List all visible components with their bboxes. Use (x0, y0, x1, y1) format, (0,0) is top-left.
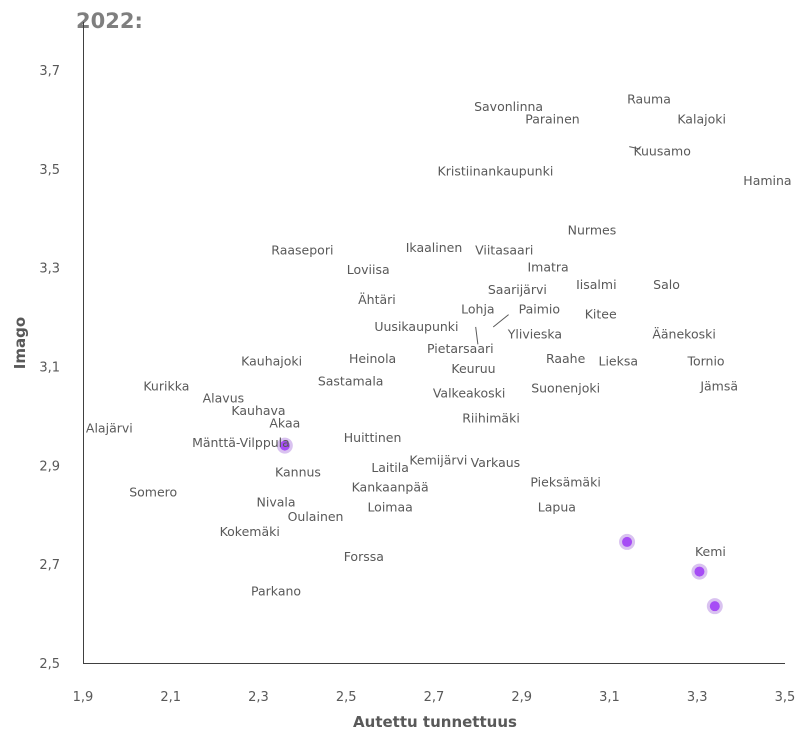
y-axis-title: Imago (11, 317, 29, 369)
point-label: Parkano (251, 583, 301, 598)
x-tick-label: 2,9 (511, 690, 532, 705)
x-tick-label: 3,5 (775, 690, 796, 705)
point-label: Riihimäki (462, 410, 520, 425)
x-tick-label: 2,5 (336, 690, 357, 705)
point-label: Ikaalinen (406, 240, 463, 255)
point-label: Paimio (519, 302, 560, 317)
point-label: Kemijärvi (409, 452, 467, 467)
point-label: Uusikaupunki (374, 319, 458, 334)
point-label: Viitasaari (475, 242, 533, 257)
x-tick-label: 2,1 (160, 690, 181, 705)
point-label: Keuruu (451, 361, 495, 376)
point-label: Lapua (538, 499, 576, 514)
y-tick-label: 2,9 (39, 459, 60, 474)
data-point (276, 437, 293, 454)
highlighted-points (276, 437, 723, 615)
point-label: Pieksämäki (530, 475, 600, 490)
data-point (691, 563, 708, 580)
point-label: Nivala (257, 494, 296, 509)
point-label: Kalajoki (677, 111, 726, 126)
point-label: Kauhajoki (241, 354, 302, 369)
point-label: Imatra (527, 260, 568, 275)
point-label: Jämsä (699, 378, 738, 393)
point-label: Alajärvi (86, 420, 133, 435)
point-label: Nurmes (568, 223, 617, 238)
leader-line (475, 326, 479, 345)
point-label: Lohja (461, 302, 494, 317)
point-label: Oulainen (288, 509, 344, 524)
point-label: Loviisa (347, 262, 390, 277)
point-label: Loimaa (367, 499, 412, 514)
point-label: Kristiinankaupunki (438, 163, 554, 178)
y-tick-label: 2,7 (39, 558, 60, 573)
point-label: Kitee (585, 307, 617, 322)
point-label: Valkeakoski (433, 386, 506, 401)
point-label: Ylivieska (507, 326, 562, 341)
chart-title: 2022: (76, 9, 143, 33)
point-label: Kankaanpää (352, 480, 429, 495)
point-label: Mänttä-Vilppula (192, 435, 290, 450)
x-tick-label: 3,3 (687, 690, 708, 705)
point-label: Alavus (203, 391, 245, 406)
point-label: Raahe (546, 351, 586, 366)
leader-line (492, 314, 509, 328)
x-tick-label: 1,9 (73, 690, 94, 705)
point-label: Kannus (275, 465, 321, 480)
point-label: Somero (129, 485, 177, 500)
leader-lines (475, 146, 641, 345)
point-label: Salo (653, 277, 680, 292)
y-tick-labels: 2,5 2,7 2,9 3,1 3,3 3,5 3,7 (39, 64, 60, 672)
point-label: Sastamala (318, 373, 384, 388)
y-tick-label: 3,7 (39, 64, 60, 79)
point-label: Savonlinna (474, 99, 543, 114)
y-tick-label: 2,5 (39, 657, 60, 672)
point-label: Äänekoski (652, 326, 716, 341)
point-label: Saarijärvi (488, 282, 547, 297)
y-tick-label: 3,5 (39, 163, 60, 178)
point-label: Suonenjoki (531, 381, 600, 396)
data-point (706, 598, 723, 615)
point-label: Heinola (349, 351, 396, 366)
point-label: Parainen (525, 111, 579, 126)
point-label: Laitila (371, 460, 409, 475)
point-label: Kauhava (231, 403, 285, 418)
point-label: Varkaus (471, 455, 521, 470)
point-label: Iisalmi (576, 277, 616, 292)
point-label: Huittinen (344, 430, 402, 445)
data-point (619, 533, 636, 550)
point-label: Tornio (686, 354, 724, 369)
point-label: Rauma (627, 92, 671, 107)
point-label: Kokemäki (220, 524, 280, 539)
point-label: Forssa (344, 549, 384, 564)
leader-line (629, 146, 641, 150)
y-tick-label: 3,3 (39, 262, 60, 277)
x-tick-label: 2,7 (424, 690, 445, 705)
point-label: Kurikka (143, 378, 189, 393)
point-label: Kuusamo (633, 144, 690, 159)
point-label: Hamina (743, 173, 791, 188)
x-tick-label: 2,3 (248, 690, 269, 705)
x-axis-title: Autettu tunnettuus (353, 713, 517, 731)
point-label: Kemi (695, 544, 726, 559)
point-label: Akaa (269, 415, 300, 430)
point-label: Lieksa (599, 354, 639, 369)
x-tick-label: 3,1 (599, 690, 620, 705)
y-tick-label: 3,1 (39, 361, 60, 376)
point-label: Pietarsaari (427, 341, 494, 356)
x-tick-labels: 1,9 2,1 2,3 2,5 2,7 2,9 3,1 3,3 3,5 (73, 690, 796, 705)
point-label: Raasepori (271, 242, 333, 257)
point-label: Ähtäri (358, 292, 396, 307)
